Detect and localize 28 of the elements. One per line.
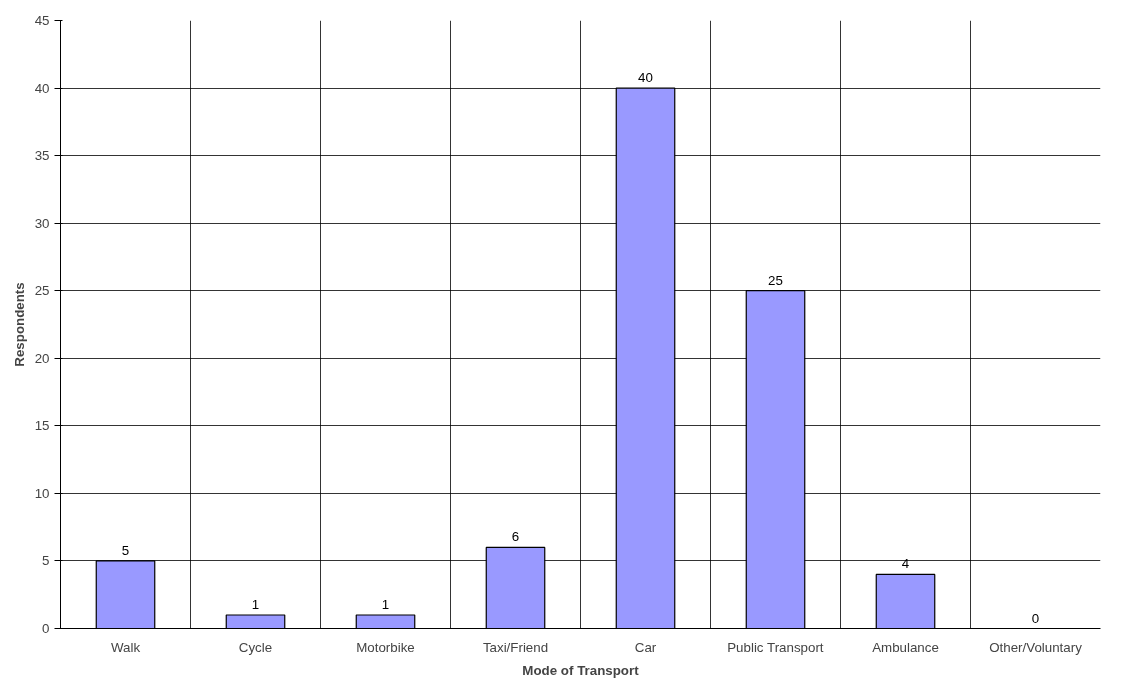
x-tick-label: Walk <box>110 639 141 655</box>
data-label: 6 <box>511 529 520 545</box>
y-axis-title: Respondents <box>11 282 27 367</box>
x-axis-title: Mode of Transport <box>522 662 640 678</box>
data-label: 5 <box>121 542 130 558</box>
y-tick-label: 45 <box>34 13 50 28</box>
data-label: 40 <box>638 70 653 86</box>
x-tick-label: Public Transport <box>727 639 824 655</box>
x-tick-label: Cycle <box>238 639 273 655</box>
y-tick-label: 15 <box>34 418 50 434</box>
x-tick-label: Motorbike <box>356 639 415 655</box>
x-tick-label: Car <box>634 639 657 655</box>
y-tick-label: 5 <box>42 553 50 569</box>
x-tick-label: Ambulance <box>872 639 939 655</box>
data-label: 0 <box>1031 610 1040 626</box>
y-tick-label: 40 <box>34 80 50 96</box>
y-tick-label: 30 <box>34 215 50 231</box>
data-label: 1 <box>381 596 390 612</box>
y-tick-label: 20 <box>34 350 50 366</box>
data-label: 4 <box>901 556 910 572</box>
y-tick-label: 0 <box>42 621 50 636</box>
y-tick-label: 35 <box>34 148 50 164</box>
y-tick-label: 25 <box>34 283 50 299</box>
x-tick-label: Taxi/Friend <box>482 639 549 655</box>
y-tick-label: 10 <box>34 485 50 501</box>
x-tick-label: Other/Voluntary <box>989 639 1083 655</box>
data-label: 1 <box>251 596 260 612</box>
data-label: 25 <box>768 272 783 288</box>
